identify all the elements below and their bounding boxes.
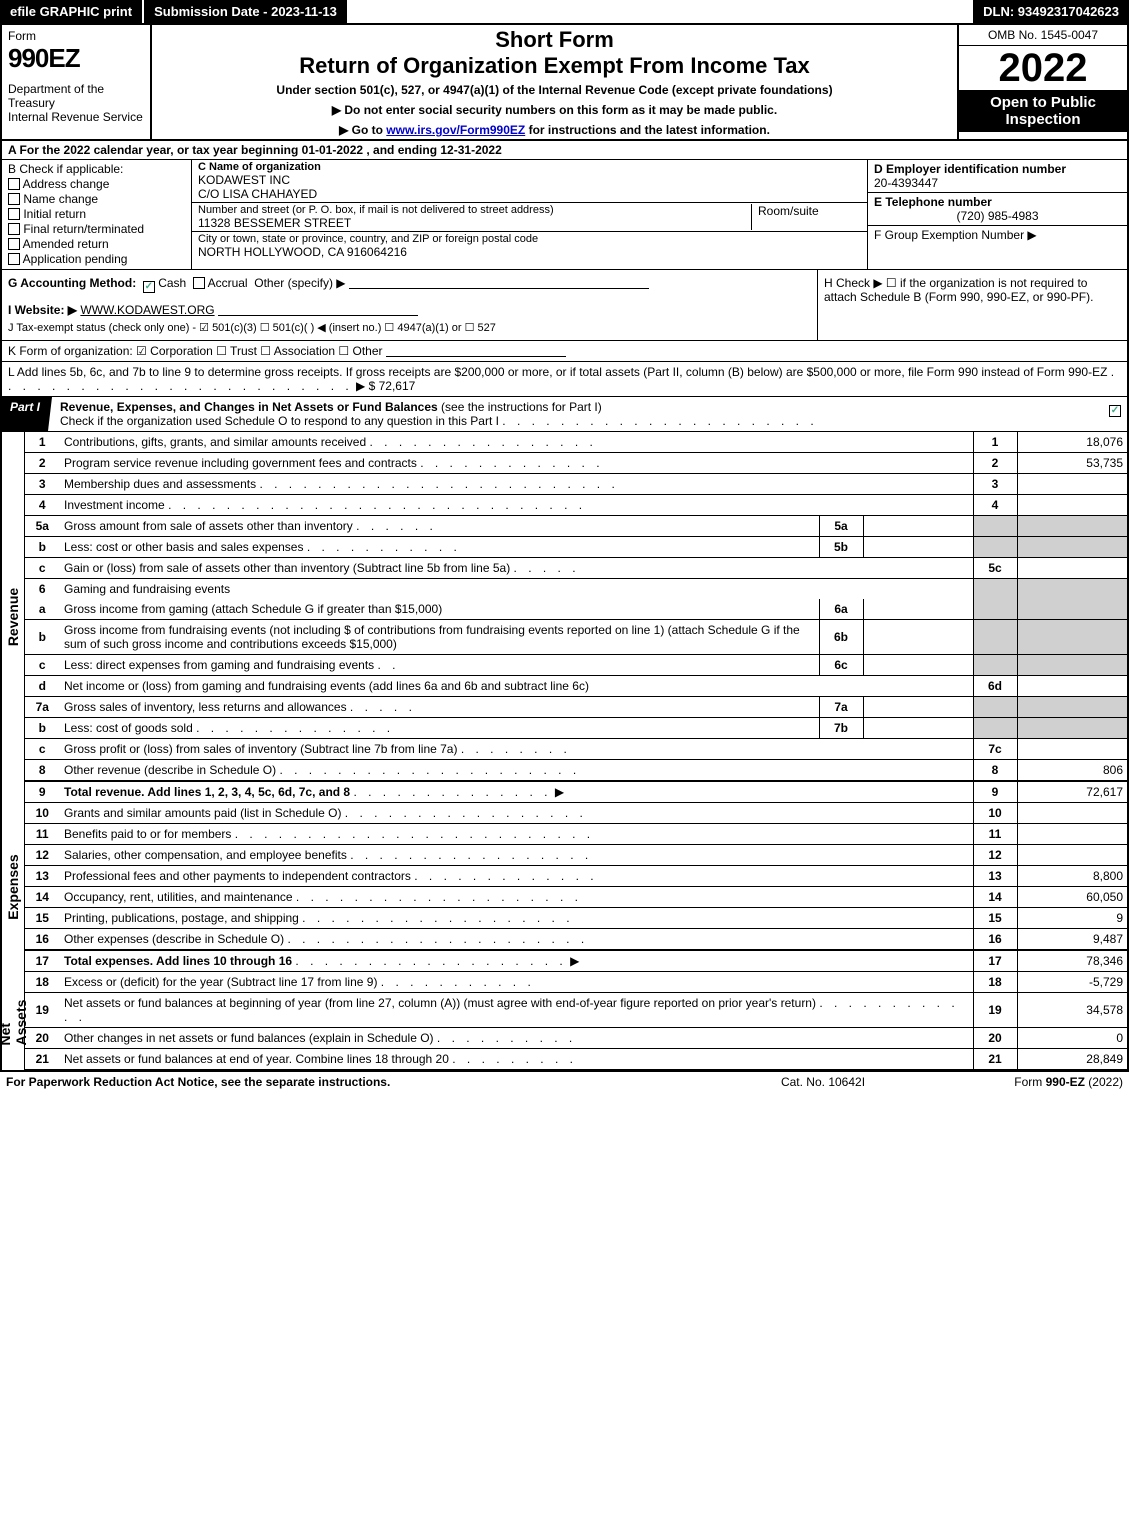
col-c-org-info: C Name of organization KODAWEST INC C/O … bbox=[192, 160, 867, 269]
care-of: C/O LISA CHAHAYED bbox=[198, 187, 861, 201]
val-2: 53,735 bbox=[1017, 453, 1127, 474]
form-title-2: Return of Organization Exempt From Incom… bbox=[158, 53, 951, 79]
e-phone-value: (720) 985-4983 bbox=[874, 209, 1121, 223]
top-bar: efile GRAPHIC print Submission Date - 20… bbox=[0, 0, 1129, 23]
k-form-of-org: K Form of organization: ☑ Corporation ☐ … bbox=[2, 341, 1127, 362]
l-value: $ 72,617 bbox=[369, 379, 416, 393]
dln-label: DLN: 93492317042623 bbox=[973, 0, 1129, 23]
col-def: D Employer identification number 20-4393… bbox=[867, 160, 1127, 269]
c-name-label: C Name of organization bbox=[198, 161, 861, 173]
chk-address-change[interactable]: Address change bbox=[8, 177, 185, 191]
val-7c bbox=[1017, 739, 1127, 760]
instruction-2: ▶ Go to www.irs.gov/Form990EZ for instru… bbox=[158, 123, 951, 137]
val-9: 72,617 bbox=[1017, 781, 1127, 803]
val-1: 18,076 bbox=[1017, 432, 1127, 453]
chk-cash[interactable] bbox=[143, 281, 155, 293]
chk-amended-return[interactable]: Amended return bbox=[8, 237, 185, 251]
form-990ez: Form 990EZ Department of the Treasury In… bbox=[0, 23, 1129, 1072]
j-tax-exempt: J Tax-exempt status (check only one) - ☑… bbox=[8, 321, 811, 334]
d-ein-label: D Employer identification number bbox=[874, 162, 1121, 176]
chk-accrual[interactable] bbox=[193, 277, 205, 289]
open-to-public: Open to Public Inspection bbox=[959, 90, 1127, 132]
val-20: 0 bbox=[1017, 1028, 1127, 1049]
part-1-header: Part I Revenue, Expenses, and Changes in… bbox=[2, 397, 1127, 432]
b-label: B Check if applicable: bbox=[8, 162, 185, 176]
val-13: 8,800 bbox=[1017, 866, 1127, 887]
form-label: Form bbox=[8, 29, 144, 43]
chk-final-return[interactable]: Final return/terminated bbox=[8, 222, 185, 236]
val-5c bbox=[1017, 558, 1127, 579]
lines-table: Revenue 1 Contributions, gifts, grants, … bbox=[2, 432, 1127, 1070]
form-number: 990EZ bbox=[8, 43, 144, 74]
instruction-1: ▶ Do not enter social security numbers o… bbox=[158, 103, 951, 117]
section-bcdef: B Check if applicable: Address change Na… bbox=[2, 160, 1127, 270]
tax-year: 2022 bbox=[959, 46, 1127, 88]
addr-label: Number and street (or P. O. box, if mail… bbox=[198, 204, 751, 216]
val-6d bbox=[1017, 676, 1127, 697]
val-17: 78,346 bbox=[1017, 950, 1127, 972]
val-8: 806 bbox=[1017, 760, 1127, 782]
row-a-tax-year: A For the 2022 calendar year, or tax yea… bbox=[2, 141, 1127, 160]
val-3 bbox=[1017, 474, 1127, 495]
page-footer: For Paperwork Reduction Act Notice, see … bbox=[0, 1072, 1129, 1092]
room-suite-label: Room/suite bbox=[751, 204, 861, 230]
side-label-net-assets: Net Assets bbox=[2, 972, 24, 1070]
g-accounting: G Accounting Method: Cash Accrual Other … bbox=[8, 276, 811, 293]
city-label: City or town, state or province, country… bbox=[198, 233, 861, 245]
val-21: 28,849 bbox=[1017, 1049, 1127, 1070]
city-state-zip: NORTH HOLLYWOOD, CA 916064216 bbox=[198, 245, 861, 259]
val-18: -5,729 bbox=[1017, 972, 1127, 993]
val-11 bbox=[1017, 824, 1127, 845]
chk-initial-return[interactable]: Initial return bbox=[8, 207, 185, 221]
website-link[interactable]: WWW.KODAWEST.ORG bbox=[80, 303, 214, 317]
chk-application-pending[interactable]: Application pending bbox=[8, 252, 185, 266]
val-14: 60,050 bbox=[1017, 887, 1127, 908]
part-1-tab: Part I bbox=[2, 397, 52, 431]
val-16: 9,487 bbox=[1017, 929, 1127, 951]
val-19: 34,578 bbox=[1017, 993, 1127, 1028]
efile-print-button[interactable]: efile GRAPHIC print bbox=[0, 0, 144, 23]
h-schedule-b: H Check ▶ ☐ if the organization is not r… bbox=[817, 270, 1127, 340]
paperwork-notice: For Paperwork Reduction Act Notice, see … bbox=[6, 1075, 723, 1089]
irs-link[interactable]: www.irs.gov/Form990EZ bbox=[386, 123, 525, 137]
row-gh: G Accounting Method: Cash Accrual Other … bbox=[2, 270, 1127, 341]
val-10 bbox=[1017, 803, 1127, 824]
omb-number: OMB No. 1545-0047 bbox=[959, 25, 1127, 46]
i-website: I Website: ▶ WWW.KODAWEST.ORG bbox=[8, 303, 811, 317]
part1-checkbox[interactable] bbox=[1109, 405, 1121, 417]
form-id-footer: Form 990-EZ (2022) bbox=[923, 1075, 1123, 1089]
side-label-expenses: Expenses bbox=[2, 803, 24, 972]
street-address: 11328 BESSEMER STREET bbox=[198, 216, 751, 230]
submission-date-button[interactable]: Submission Date - 2023-11-13 bbox=[144, 0, 349, 23]
form-header: Form 990EZ Department of the Treasury In… bbox=[2, 25, 1127, 141]
form-title-1: Short Form bbox=[158, 27, 951, 53]
val-12 bbox=[1017, 845, 1127, 866]
l-gross-receipts: L Add lines 5b, 6c, and 7b to line 9 to … bbox=[2, 362, 1127, 397]
val-4 bbox=[1017, 495, 1127, 516]
side-label-revenue: Revenue bbox=[2, 432, 24, 803]
form-subtitle: Under section 501(c), 527, or 4947(a)(1)… bbox=[158, 83, 951, 97]
chk-name-change[interactable]: Name change bbox=[8, 192, 185, 206]
e-phone-label: E Telephone number bbox=[874, 195, 1121, 209]
f-group-exemption: F Group Exemption Number ▶ bbox=[874, 228, 1121, 242]
col-b-checkboxes: B Check if applicable: Address change Na… bbox=[2, 160, 192, 269]
val-15: 9 bbox=[1017, 908, 1127, 929]
org-name: KODAWEST INC bbox=[198, 173, 861, 187]
d-ein-value: 20-4393447 bbox=[874, 176, 1121, 190]
department-label: Department of the Treasury Internal Reve… bbox=[8, 82, 144, 124]
cat-no: Cat. No. 10642I bbox=[723, 1075, 923, 1089]
